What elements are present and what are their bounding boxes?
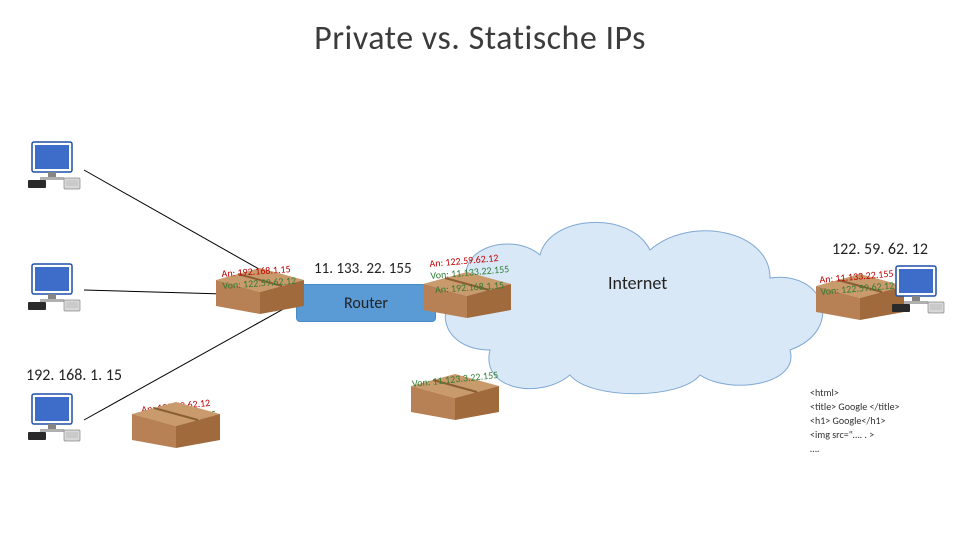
server-ip-label: 122. 59. 62. 12 [832, 240, 928, 259]
router-label: Router [344, 294, 388, 313]
server-icon [890, 264, 948, 314]
package-icon [126, 398, 226, 448]
lan-ip-label: 192. 168. 1. 15 [26, 366, 122, 385]
packet-label: An: 192.168.1.15 Von: 122.59.62.12 [221, 263, 296, 292]
html-code-block: <html> <title> Google </title> <h1> Goog… [810, 386, 900, 456]
pc-icon [26, 262, 84, 312]
router-ip-label: 11. 133. 22. 155 [314, 260, 412, 278]
router-box: Router [296, 284, 436, 322]
cloud-label: Internet [608, 272, 667, 294]
pc-icon [26, 392, 84, 442]
pc-icon [26, 140, 84, 190]
